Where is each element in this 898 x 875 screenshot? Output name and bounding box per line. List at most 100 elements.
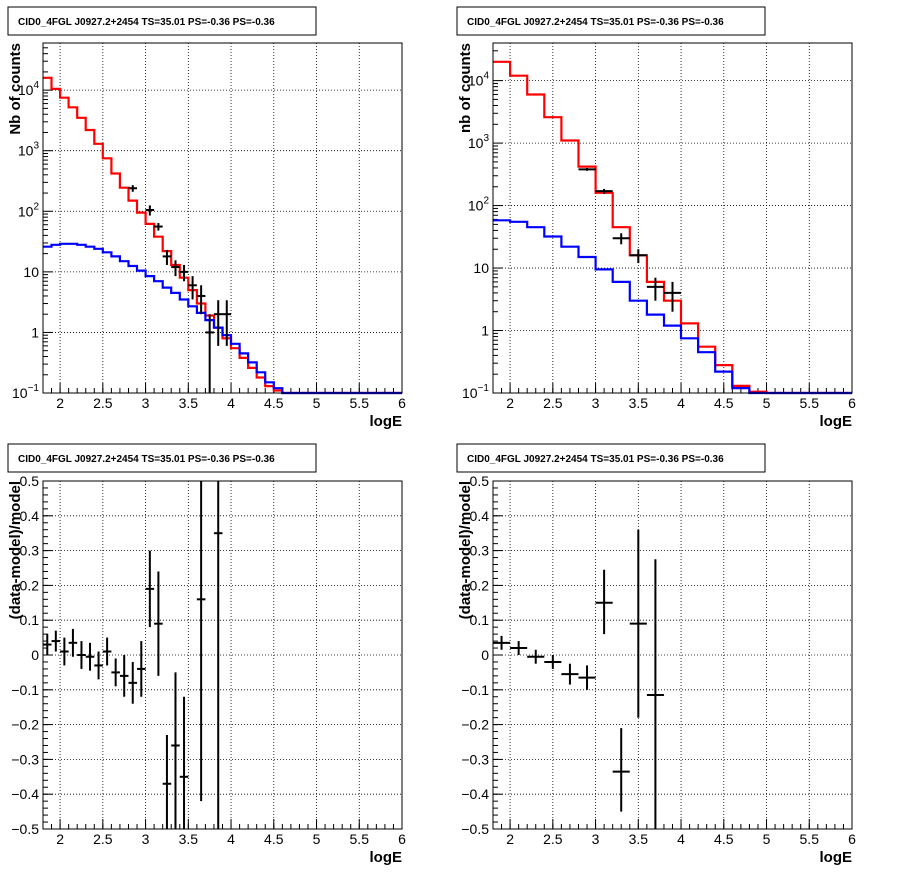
plot-pad-3: CID0_4FGL J0927.2+2454 TS=35.01 PS=-0.36… [7, 443, 406, 866]
y-tick-label: −0.5 [461, 821, 489, 837]
chart-title: CID0_4FGL J0927.2+2454 TS=35.01 PS=-0.36… [18, 454, 275, 465]
y-tick-label: 0 [481, 647, 489, 663]
y-tick-label: 10 [23, 264, 39, 280]
y-tick-label: −0.1 [461, 682, 489, 698]
data-point [77, 641, 86, 669]
y-tick-base: 10 [18, 143, 34, 159]
data-point [119, 655, 129, 697]
data-point [510, 641, 528, 655]
y-tick-label: 1 [481, 323, 489, 339]
y-tick-exponent: 3 [33, 141, 39, 152]
plot-pad-2: CID0_4FGL J0927.2+2454 TS=35.01 PS=-0.36… [456, 6, 856, 430]
y-tick-label: −0.2 [461, 717, 489, 733]
x-tick-label: 5.5 [800, 831, 820, 847]
x-tick-label: 2.5 [543, 395, 563, 411]
x-tick-label: 2.5 [93, 395, 113, 411]
data-point [171, 260, 180, 277]
data-point [663, 281, 682, 312]
x-tick-label: 5 [763, 831, 771, 847]
total-model-line [493, 60, 852, 395]
y-tick-base: 10 [468, 198, 484, 214]
x-tick-label: 3.5 [179, 395, 199, 411]
x-tick-label: 6 [848, 831, 856, 847]
data-point [646, 277, 664, 301]
data-point [102, 637, 112, 666]
y-tick-label: 0.5 [20, 473, 40, 489]
x-tick-label: 3 [142, 395, 150, 411]
y-tick-label: 10−1 [462, 383, 489, 401]
data-point [646, 559, 664, 829]
y-tick-label: −0.3 [11, 751, 39, 767]
data-point [128, 185, 138, 192]
x-tick-label: 6 [398, 831, 406, 847]
x-tick-label: 2 [506, 395, 514, 411]
total-model-line [43, 76, 402, 395]
y-tick-base: 10 [468, 135, 484, 151]
data-point [94, 651, 103, 680]
title-box [456, 443, 766, 473]
x-tick-label: 4.5 [264, 831, 284, 847]
x-tick-label: 3 [592, 831, 600, 847]
plot-pad-1: CID0_4FGL J0927.2+2454 TS=35.01 PS=-0.36… [7, 6, 406, 430]
data-point [137, 641, 146, 697]
y-tick-label: 0.4 [470, 508, 490, 524]
y-tick-label: 0.1 [20, 612, 40, 628]
x-tick-label: 5.5 [800, 395, 820, 411]
y-tick-exponent: −1 [478, 383, 490, 394]
y-tick-base: 10 [473, 260, 489, 276]
y-tick-label: 0.5 [470, 473, 490, 489]
y-tick-base: 1 [481, 323, 489, 339]
x-tick-label: 3.5 [629, 831, 649, 847]
y-tick-label: 104 [468, 71, 490, 89]
data-point [85, 642, 95, 671]
y-tick-base: 10 [468, 73, 484, 89]
data-point [154, 223, 163, 231]
y-tick-exponent: 4 [483, 71, 489, 82]
x-tick-label: 5 [763, 395, 771, 411]
data-point [196, 481, 206, 802]
x-tick-label: 4 [227, 831, 235, 847]
x-tick-label: 5 [313, 395, 321, 411]
x-tick-label: 4 [227, 395, 235, 411]
data-point [196, 285, 206, 315]
y-tick-label: −0.3 [461, 751, 489, 767]
x-tick-label: 3 [142, 831, 150, 847]
data-point [629, 529, 647, 718]
data-point [154, 571, 163, 676]
y-tick-label: 1 [31, 324, 39, 340]
y-tick-label: 102 [18, 201, 40, 219]
data-point [68, 628, 78, 657]
data-point [51, 630, 61, 652]
x-tick-label: 4.5 [264, 395, 284, 411]
data-point [561, 663, 579, 685]
x-tick-label: 4 [677, 831, 685, 847]
y-tick-label: 10 [473, 260, 489, 276]
y-tick-label: 103 [468, 133, 490, 151]
data-point [145, 550, 155, 628]
y-tick-base: 10 [23, 264, 39, 280]
data-point [188, 276, 197, 300]
x-tick-label: 2 [56, 831, 64, 847]
y-tick-base: 10 [18, 203, 34, 219]
chart-title: CID0_4FGL J0927.2+2454 TS=35.01 PS=-0.36… [18, 17, 275, 28]
y-tick-label: −0.5 [11, 821, 39, 837]
y-tick-label: 0.2 [470, 577, 490, 593]
x-tick-label: 5 [313, 831, 321, 847]
y-tick-label: 104 [18, 80, 40, 98]
y-tick-label: −0.2 [11, 717, 39, 733]
x-tick-label: 3 [592, 395, 600, 411]
x-tick-label: 4.5 [714, 395, 734, 411]
y-tick-exponent: 3 [483, 133, 489, 144]
x-axis-label: logE [820, 413, 853, 430]
data-point [527, 649, 545, 664]
y-tick-label: 0 [31, 647, 39, 663]
y-tick-label: −0.4 [11, 786, 39, 802]
data-point [162, 249, 172, 265]
data-point [222, 300, 232, 346]
x-tick-label: 6 [848, 395, 856, 411]
x-tick-label: 2.5 [543, 831, 563, 847]
data-point [612, 728, 630, 812]
y-tick-label: −0.1 [11, 682, 39, 698]
y-tick-label: 0.2 [20, 577, 40, 593]
y-tick-label: −0.4 [461, 786, 489, 802]
